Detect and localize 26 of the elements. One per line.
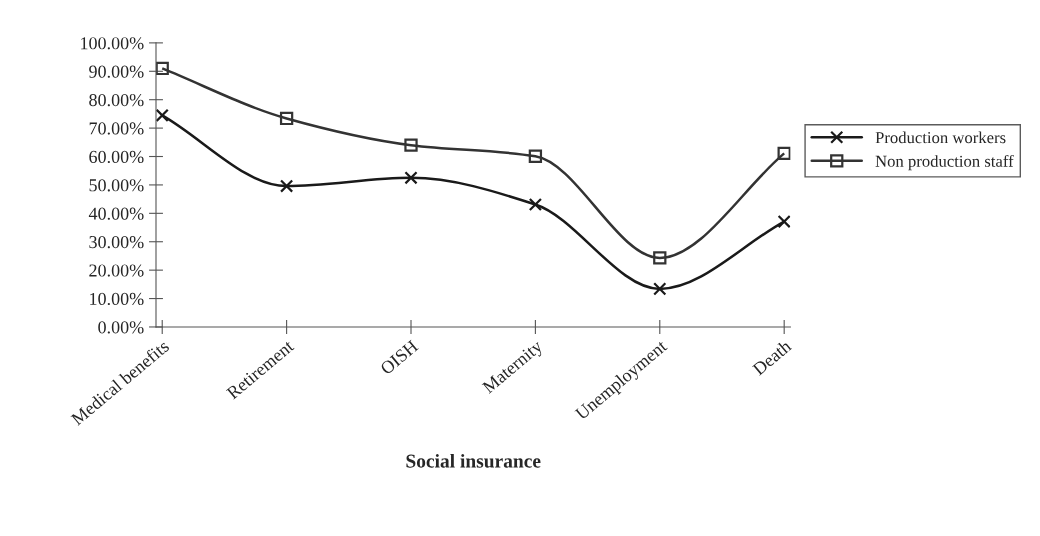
- y-tick-label: 30.00%: [89, 235, 144, 249]
- point: [528, 149, 543, 163]
- y-tick-label: 60.00%: [89, 150, 144, 164]
- y-tick-label: 80.00%: [89, 93, 144, 107]
- point: [653, 251, 667, 265]
- point: [777, 214, 791, 229]
- y-tick-label: 70.00%: [89, 122, 144, 135]
- y-tick-label: 100.00%: [81, 37, 144, 50]
- point: [156, 61, 169, 76]
- y-tick-label: 90.00%: [89, 65, 144, 78]
- point: [279, 111, 294, 126]
- point: [653, 282, 667, 296]
- point: [279, 179, 294, 193]
- y-tick-label: 10.00%: [90, 292, 144, 306]
- legend-label: Non production staff: [875, 154, 1014, 171]
- y-tick-label: 20.00%: [89, 264, 144, 277]
- x-axis-title: Social insurance: [406, 453, 541, 468]
- point: [404, 171, 418, 185]
- point: [404, 138, 418, 152]
- point: [156, 108, 169, 122]
- y-tick-label: 40.00%: [88, 207, 144, 220]
- point: [777, 146, 791, 161]
- point: [528, 197, 543, 212]
- y-tick-label: 0.00%: [98, 321, 144, 334]
- y-tick-label: 50.00%: [89, 179, 144, 192]
- legend-label: Production workers: [875, 131, 1006, 144]
